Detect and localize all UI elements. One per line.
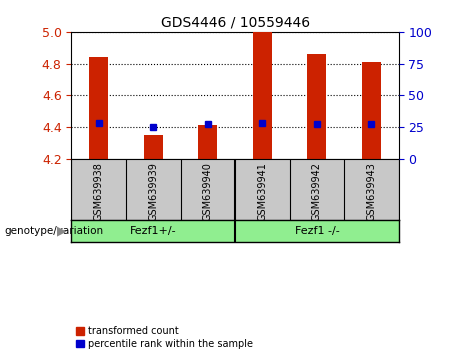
Title: GDS4446 / 10559446: GDS4446 / 10559446	[160, 15, 310, 29]
Bar	[198, 125, 218, 159]
Bar	[307, 54, 326, 159]
Text: GSM639938: GSM639938	[94, 162, 104, 221]
Bar	[362, 62, 381, 159]
Text: GSM639940: GSM639940	[203, 162, 213, 221]
Text: GSM639939: GSM639939	[148, 162, 158, 221]
Bar	[144, 135, 163, 159]
Text: ▶: ▶	[57, 224, 67, 238]
Text: GSM639943: GSM639943	[366, 162, 377, 221]
Text: GSM639942: GSM639942	[312, 162, 322, 221]
Text: Fezf1+/-: Fezf1+/-	[130, 226, 177, 236]
Text: GSM639941: GSM639941	[257, 162, 267, 221]
Text: genotype/variation: genotype/variation	[5, 226, 104, 236]
Legend: transformed count, percentile rank within the sample: transformed count, percentile rank withi…	[77, 326, 253, 349]
Bar	[89, 57, 108, 159]
Text: Fezf1 -/-: Fezf1 -/-	[295, 226, 339, 236]
Bar	[253, 32, 272, 159]
